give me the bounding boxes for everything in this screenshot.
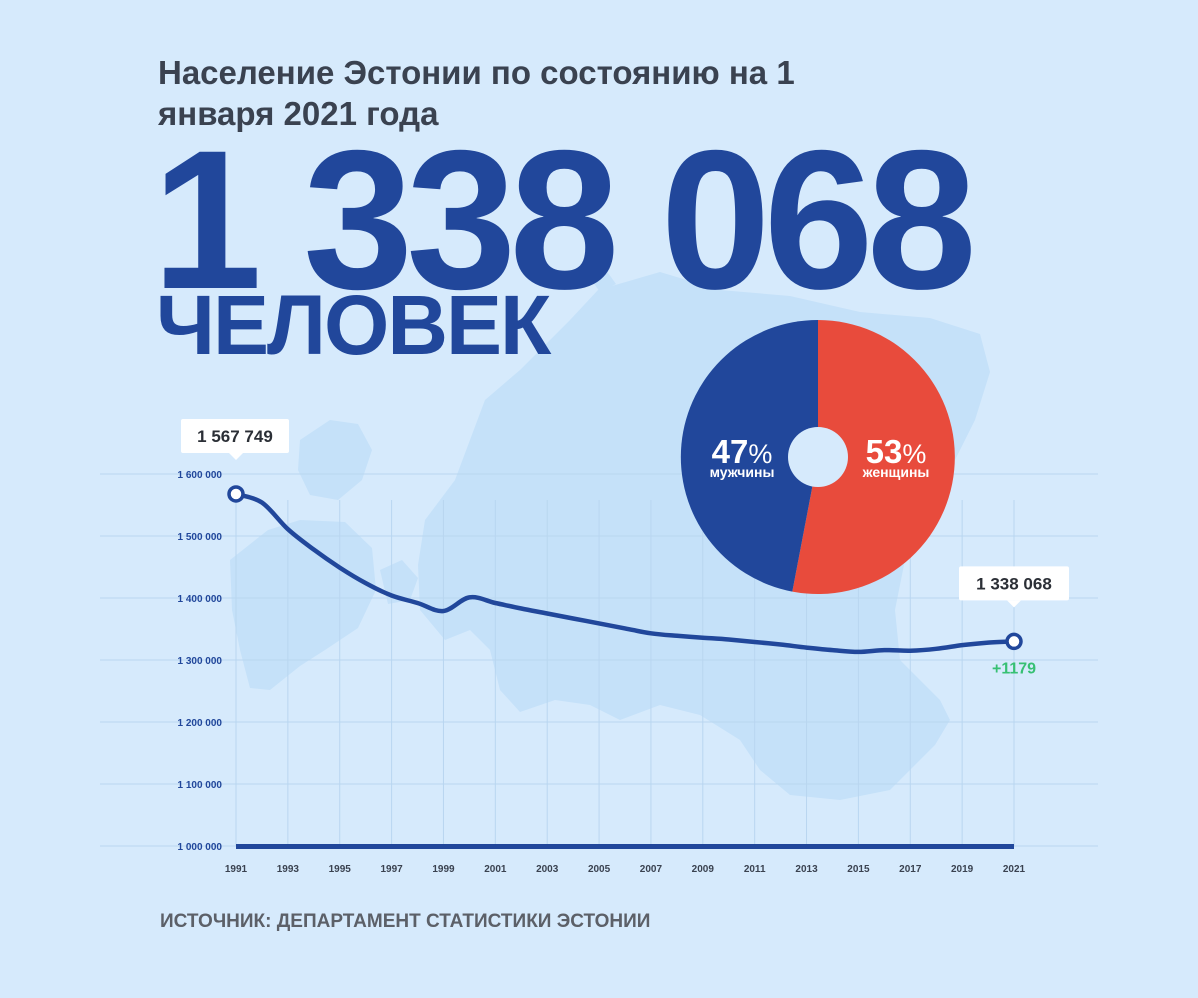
y-tick-label: 1 100 000: [178, 780, 223, 791]
hiiumaa-island: [298, 420, 372, 500]
x-axis-tick-labels: 1991 1993 1995 1997 1999 2001 2003 2005 2007 2009…: [225, 864, 1026, 875]
x-tick-label: 2013: [795, 864, 818, 875]
x-axis-baseline: [236, 844, 1014, 849]
pie-label-men: мужчины: [710, 464, 775, 480]
x-tick-label: 2003: [536, 864, 559, 875]
x-tick-label: 1993: [277, 864, 300, 875]
callouts: 1 567 749 1 338 068 +1179: [181, 418, 1069, 677]
y-tick-label: 1 500 000: [178, 532, 223, 543]
pie-percent-women: 53%: [866, 433, 927, 470]
x-tick-label: 2007: [640, 864, 663, 875]
x-tick-label: 1997: [380, 864, 403, 875]
x-tick-label: 2017: [899, 864, 922, 875]
callout-pointer: [1007, 600, 1021, 608]
callout-label: 1 338 068: [976, 574, 1052, 593]
change-label: +1179: [992, 660, 1036, 677]
x-tick-label: 1995: [329, 864, 352, 875]
y-axis-tick-labels: 1 600 000 1 500 000 1 400 000 1 300 000 1 20…: [178, 470, 223, 853]
x-tick-label: 2009: [692, 864, 715, 875]
population-total: 1 338 068: [152, 109, 977, 330]
y-tick-label: 1 600 000: [178, 470, 223, 481]
pie-slice-women: [792, 320, 955, 594]
source-note: ИСТОЧНИК: ДЕПАРТАМЕНТ СТАТИСТИКИ ЭСТОНИИ: [160, 911, 651, 932]
population-series-line: [233, 491, 1017, 655]
pie-label-women: женщины: [862, 464, 930, 480]
x-tick-label: 2011: [744, 864, 766, 875]
x-tick-label: 1991: [225, 864, 248, 875]
pie-percent-men: 47%: [712, 433, 773, 470]
population-unit: ЧЕЛОВЕК: [156, 278, 551, 372]
pie-slice-men: [680, 319, 818, 592]
x-tick-label: 2021: [1003, 864, 1026, 875]
chart-title: Население Эстонии по состоянию на 1 янва…: [158, 54, 795, 132]
callout-box: [181, 418, 289, 453]
y-tick-label: 1 400 000: [178, 594, 223, 605]
y-tick-label: 1 000 000: [178, 842, 223, 853]
callout-box: [959, 566, 1069, 601]
callout-pointer: [229, 452, 243, 460]
point-marker: [227, 485, 245, 503]
north-island: [590, 270, 616, 292]
x-tick-label: 2019: [951, 864, 974, 875]
x-tick-label: 2001: [484, 864, 507, 875]
callout-end: 1 338 068 +1179: [959, 566, 1069, 677]
x-tick-label: 2015: [847, 864, 870, 875]
point-marker: [1005, 632, 1023, 651]
callout-start: 1 567 749: [181, 418, 289, 503]
x-tick-label: 2005: [588, 864, 611, 875]
x-tick-label: 1999: [432, 864, 455, 875]
callout-label: 1 567 749: [197, 427, 273, 446]
y-tick-label: 1 200 000: [178, 718, 223, 729]
y-tick-label: 1 300 000: [178, 656, 223, 667]
pie-center-hole: [788, 427, 848, 487]
